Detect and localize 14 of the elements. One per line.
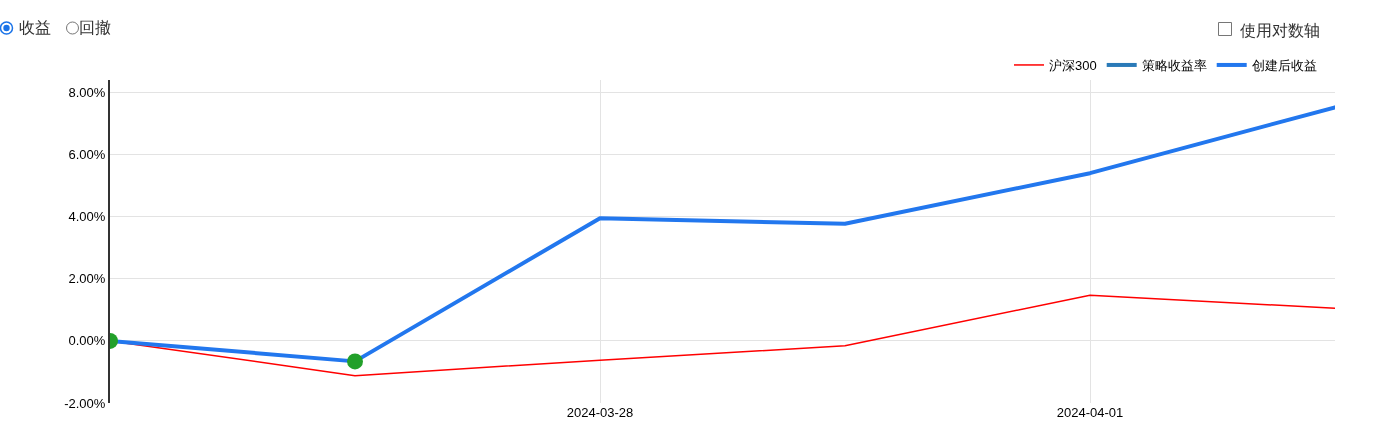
text: 收益 xyxy=(19,19,51,36)
y-tick-label: 2.00% xyxy=(68,271,106,287)
x-tick-label: 2024-03-28 xyxy=(566,405,634,420)
y-tick-label: 0.00% xyxy=(68,333,106,349)
text: 回撤 xyxy=(79,19,111,36)
y-tick-label: 6.00% xyxy=(68,147,106,163)
legend-label: 沪深300 xyxy=(1049,58,1097,74)
text: 使用对数轴 xyxy=(1240,22,1320,39)
legend-label: 策略收益率 xyxy=(1141,58,1207,74)
legend-label: 创建后收益 xyxy=(1251,58,1317,74)
x-tick-label: 2024-04-01 xyxy=(1056,405,1124,420)
y-tick-label: -2.00% xyxy=(64,395,106,411)
y-tick-label: 4.00% xyxy=(68,209,106,225)
y-tick-label: 8.00% xyxy=(68,84,106,100)
